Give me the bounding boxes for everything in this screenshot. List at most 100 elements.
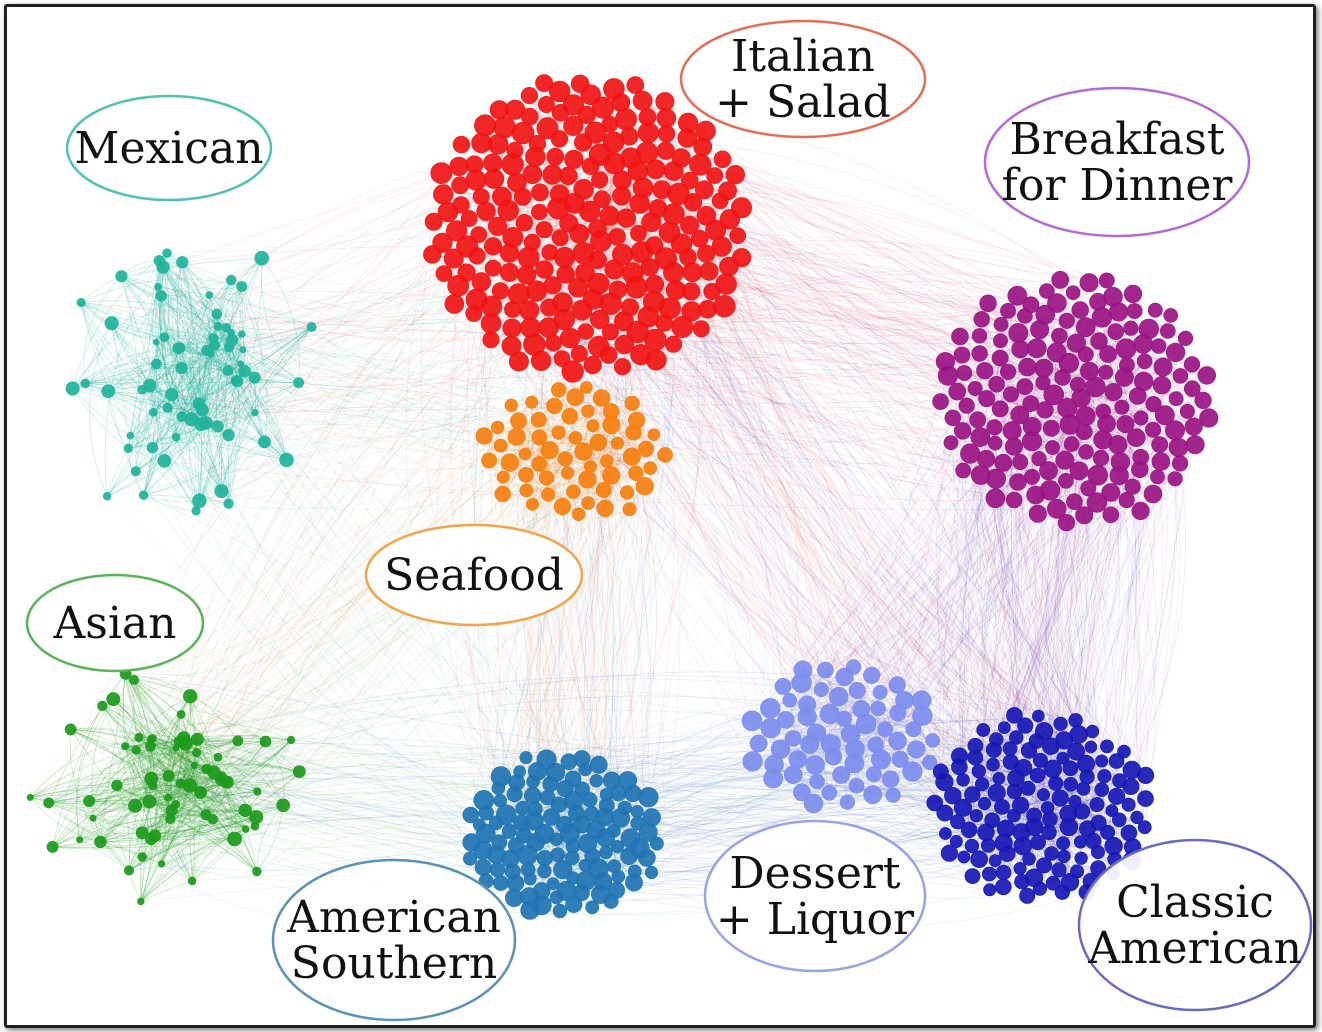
network-edge	[100, 741, 180, 843]
asian-node	[134, 732, 144, 742]
breakfast-node	[1104, 382, 1123, 401]
network-edge	[89, 783, 181, 803]
network-edge	[106, 394, 172, 497]
network-edge	[191, 765, 201, 882]
network-edge	[48, 749, 137, 804]
italian-node	[645, 349, 667, 371]
asian-node	[97, 700, 108, 712]
network-edge	[79, 814, 207, 841]
asian-node	[292, 765, 306, 778]
asian-node	[142, 794, 157, 809]
italian-node	[430, 162, 453, 185]
network-edge	[164, 412, 256, 462]
network-edge	[69, 729, 130, 871]
seafood-node	[647, 428, 661, 442]
network-edge	[166, 696, 191, 819]
mexican-node	[251, 409, 259, 417]
network-edge	[92, 779, 222, 819]
breakfast-node	[991, 349, 1009, 367]
network-edge	[52, 705, 103, 847]
breakfast-node	[991, 400, 1009, 418]
network-edge	[189, 785, 193, 882]
asian-node	[83, 795, 96, 808]
asian-node	[190, 732, 204, 746]
network-edge	[150, 738, 235, 840]
network-edge	[121, 275, 214, 339]
network-edge	[213, 279, 232, 339]
seafood-node	[568, 431, 583, 445]
network-edge	[175, 436, 287, 461]
seafood-node	[507, 427, 526, 446]
network-edge	[106, 333, 243, 497]
network-edge	[85, 381, 299, 384]
network-edge	[181, 262, 192, 420]
network-edge	[142, 781, 228, 834]
italian-node	[535, 221, 553, 239]
network-edge	[140, 814, 207, 902]
italian-node	[603, 78, 625, 100]
italian-node	[729, 227, 747, 244]
italian-node	[559, 327, 581, 349]
asian-node	[252, 866, 262, 877]
network-edge	[128, 412, 256, 449]
network-edge	[48, 673, 126, 803]
network-edge	[157, 286, 192, 420]
seafood-node	[490, 420, 505, 435]
mexican-node	[191, 506, 201, 516]
italian-node	[483, 153, 503, 173]
network-edge	[154, 714, 183, 836]
network-edge	[116, 747, 177, 786]
asian-node	[129, 675, 139, 685]
italian-node	[538, 317, 560, 338]
asian-node	[158, 860, 166, 868]
network-edge	[162, 266, 229, 371]
network-edge	[228, 347, 287, 461]
italian-node	[487, 216, 508, 236]
network-edge	[150, 746, 158, 836]
network-edge	[88, 737, 140, 802]
network-edge	[128, 810, 246, 871]
network-edge	[179, 741, 246, 830]
seafood-node	[622, 447, 641, 466]
network-edge	[125, 673, 247, 830]
network-edge	[48, 749, 137, 804]
network-edge	[121, 275, 299, 383]
network-edge	[230, 279, 268, 442]
italian-node	[564, 149, 584, 169]
seafood-node	[602, 466, 621, 485]
network-edge	[140, 797, 169, 902]
mexican-node	[165, 388, 179, 402]
seafood-node	[635, 477, 654, 496]
network-edge	[104, 260, 160, 497]
breakfast-node	[1097, 414, 1116, 434]
network-edge	[70, 729, 215, 773]
seafood-node	[560, 466, 575, 480]
network-edge	[154, 696, 192, 836]
network-edge	[164, 334, 243, 462]
network-edge	[80, 302, 143, 390]
breakfast-node	[1058, 312, 1075, 329]
mexican-node	[171, 433, 181, 442]
network-edge	[128, 448, 197, 512]
asian-node	[43, 797, 55, 809]
seafood-node	[530, 411, 547, 428]
network-edge	[162, 266, 201, 404]
italian-node	[718, 181, 738, 201]
network-edge	[182, 261, 287, 460]
network-edge	[150, 695, 191, 779]
network-edge	[48, 752, 197, 804]
network-edge	[181, 261, 213, 410]
network-edge	[135, 363, 157, 472]
italian-node	[671, 315, 694, 338]
network-edge	[180, 714, 246, 830]
breakfast-node	[1051, 327, 1068, 345]
network-edge	[48, 781, 227, 804]
network-edge	[200, 792, 258, 872]
network-edge	[163, 337, 200, 501]
network-edge	[152, 785, 193, 882]
breakfast-node	[1012, 453, 1029, 470]
network-edge	[195, 349, 244, 511]
breakfast-node	[1069, 376, 1086, 393]
network-edge	[138, 722, 292, 741]
mexican-node	[175, 362, 188, 375]
